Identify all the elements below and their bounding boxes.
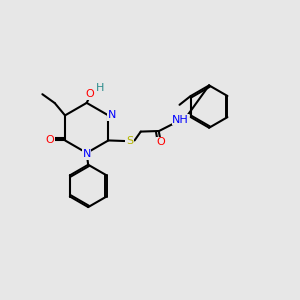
Text: O: O: [45, 135, 54, 146]
Text: S: S: [126, 136, 133, 146]
Text: N: N: [108, 110, 116, 120]
Text: O: O: [86, 89, 94, 99]
Text: N: N: [82, 149, 91, 159]
Text: NH: NH: [172, 115, 189, 125]
Text: O: O: [156, 137, 165, 147]
Text: H: H: [96, 82, 104, 93]
